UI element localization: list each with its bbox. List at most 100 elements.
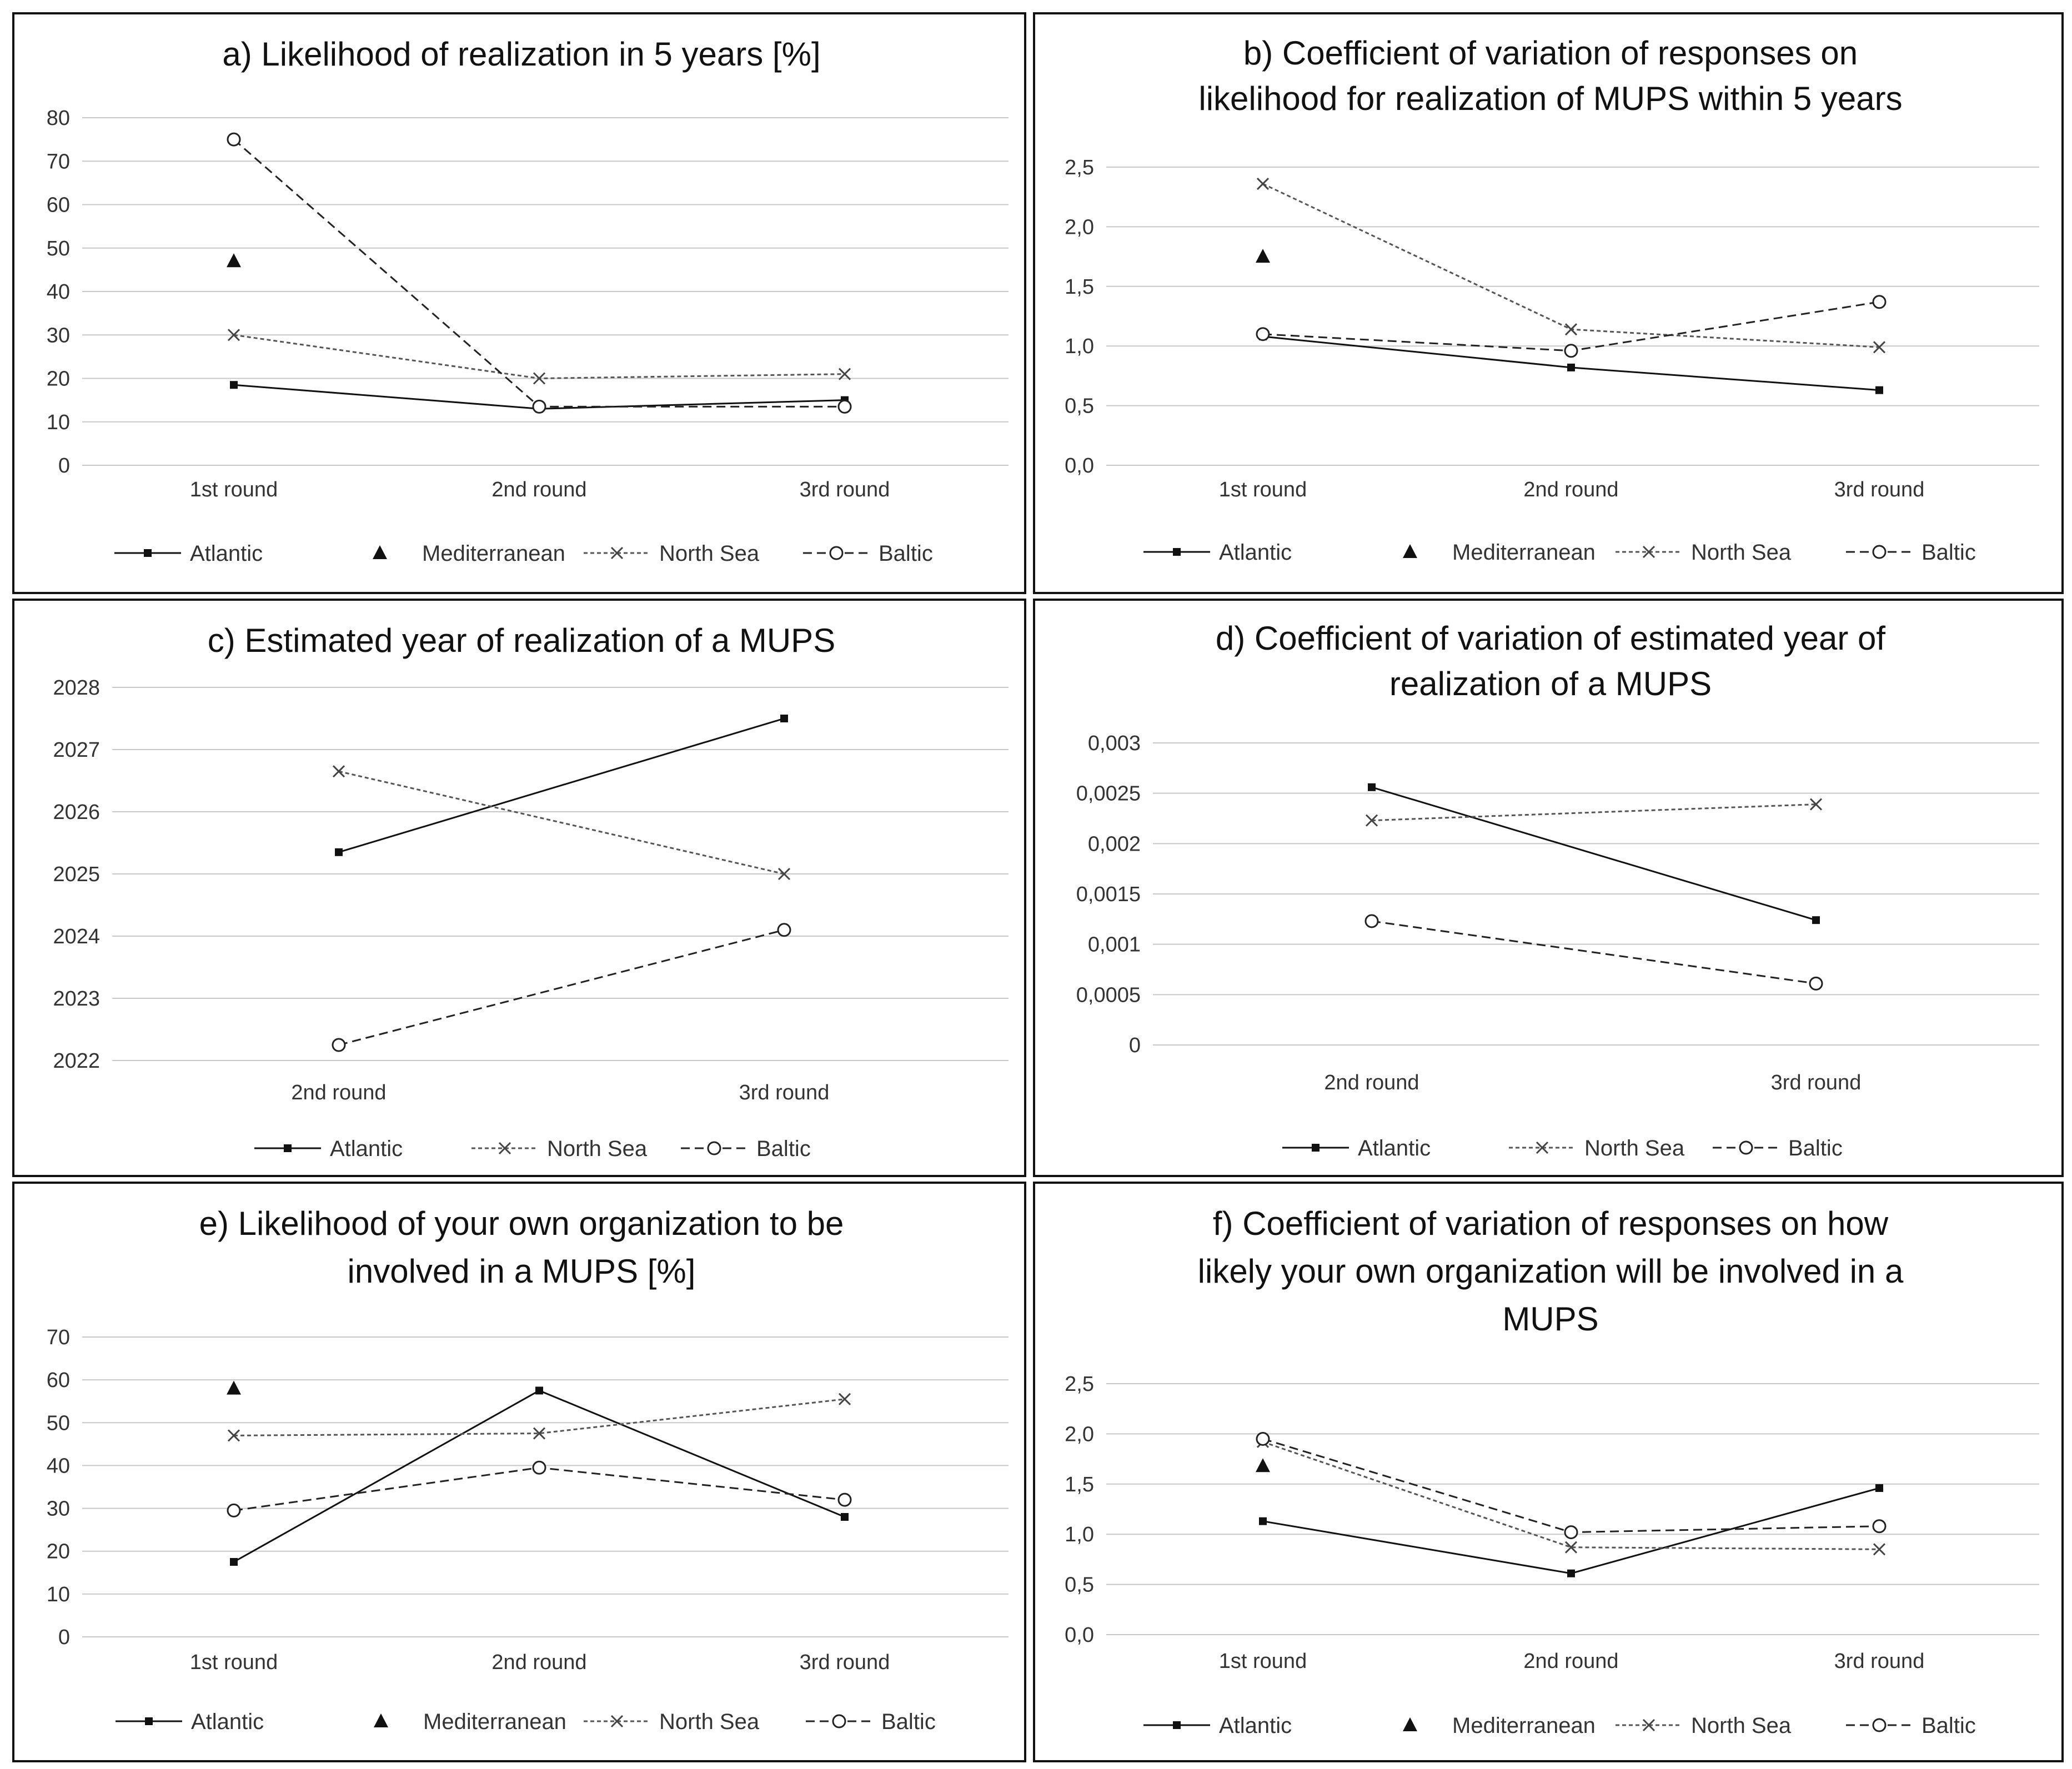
series-line [338,717,785,853]
data-point-baltic [227,132,241,147]
series-mediterranean [227,1380,241,1395]
x-tick-label: 1st round [190,1651,278,1674]
x-tick-label: 2nd round [1523,478,1618,501]
data-point-atlantic [780,715,788,722]
chart-svg: e) Likelihood of your own organization t… [47,1205,1009,1734]
x-tick-label: 2nd round [491,1651,586,1674]
legend-item-northsea: North Sea [1509,1136,1685,1160]
data-point-baltic [1256,1431,1270,1446]
data-point-baltic [532,399,546,414]
x-tick-label: 2nd round [491,478,586,501]
x-tick-label: 2nd round [291,1081,386,1104]
chart-svg: f) Coefficient of variation of responses… [1065,1205,2039,1738]
series-mediterranean [227,253,241,268]
legend-item-atlantic: Atlantic [116,1710,264,1734]
legend-label: North Sea [659,1710,760,1734]
legend-item-baltic: Baltic [803,541,933,566]
chart-panel-f: f) Coefficient of variation of responses… [1033,1182,2064,1762]
y-tick-label: 1,0 [1065,335,1094,358]
y-tick-label: 0,002 [1088,832,1141,856]
data-point-baltic [1872,1519,1887,1534]
series-line [1262,301,1880,352]
legend-marker-atlantic [144,549,152,557]
legend-item-mediterranean: Mediterranean [1403,1713,1596,1738]
data-point-atlantic [1259,1517,1267,1525]
chart-svg: a) Likelihood of realization in 5 years … [47,36,1009,566]
data-point-baltic [227,1503,241,1517]
y-tick-label: 0,001 [1088,933,1141,957]
data-point-northsea [1873,341,1886,354]
data-point-atlantic [841,1513,849,1521]
chart-svg: d) Coefficient of variation of estimated… [1076,620,2039,1160]
series-northsea [332,765,791,881]
x-tick-label: 1st round [1219,478,1307,501]
legend-marker-northsea [1536,1141,1549,1154]
data-point-northsea [1873,1543,1886,1556]
series-mediterranean [1256,1458,1270,1473]
data-point-mediterranean [1256,249,1270,263]
legend-marker-atlantic [145,1717,153,1725]
legend-label: Baltic [1922,540,1976,565]
legend-label: Mediterranean [423,1710,566,1734]
y-tick-label: 70 [47,1326,70,1349]
series-atlantic [335,715,788,856]
chart-title: MUPS [1502,1300,1598,1338]
chart-title: e) Likelihood of your own organization t… [199,1205,844,1242]
legend-label: Atlantic [1358,1136,1431,1160]
legend-marker-baltic [1872,1718,1887,1732]
legend-label: Atlantic [190,541,263,566]
legend-item-northsea: North Sea [1616,1713,1792,1738]
y-tick-label: 2,5 [1065,1373,1094,1396]
series-atlantic [1368,783,1820,924]
legend-label: Baltic [881,1710,936,1734]
legend-item-baltic: Baltic [681,1137,811,1161]
series-baltic [1256,295,1887,358]
data-point-atlantic [1875,1484,1883,1492]
y-tick-label: 70 [47,150,70,173]
data-point-baltic [777,923,791,937]
series-line [233,334,845,380]
y-tick-label: 60 [47,194,70,217]
series-northsea [1365,798,1823,827]
legend-label: North Sea [547,1137,648,1161]
x-tick-label: 3rd round [1834,478,1925,501]
series-line [233,1398,845,1436]
chart-title: c) Estimated year of realization of a MU… [208,622,835,659]
data-point-northsea [838,368,851,380]
data-point-northsea [227,329,240,341]
legend-marker-northsea [610,1715,624,1728]
data-point-northsea [332,765,345,778]
legend-marker-northsea [1642,1718,1655,1732]
legend-label: Baltic [756,1137,811,1161]
x-tick-label: 3rd round [800,478,890,501]
y-tick-label: 0,003 [1088,732,1141,755]
x-tick-label: 3rd round [800,1651,890,1674]
legend-label: Atlantic [330,1137,403,1161]
data-point-atlantic [1368,783,1376,791]
data-point-atlantic [535,1386,543,1395]
y-tick-label: 60 [47,1369,70,1392]
x-tick-label: 1st round [1219,1650,1307,1673]
chart-panel-d: d) Coefficient of variation of estimated… [1033,599,2064,1177]
y-tick-label: 0,0005 [1076,983,1141,1007]
y-tick-label: 10 [47,1583,70,1606]
legend-label: Baltic [1922,1713,1976,1738]
y-tick-label: 0,0025 [1076,782,1141,806]
chart-title: likely your own organization will be inv… [1198,1253,1904,1290]
legend-marker-mediterranean [374,1713,388,1727]
series-line [338,770,785,875]
series-line [338,929,785,1046]
legend-label: Mediterranean [1452,1713,1596,1738]
y-tick-label: 0,0015 [1076,883,1141,906]
y-tick-label: 2023 [53,987,100,1011]
data-point-northsea [1809,798,1823,811]
y-tick-label: 0,5 [1065,1574,1094,1597]
y-tick-label: 1,5 [1065,275,1094,299]
legend-label: North Sea [1691,1713,1792,1738]
series-line [1262,1441,1880,1550]
data-point-atlantic [1567,1569,1575,1577]
legend-marker-mediterranean [373,545,387,559]
data-point-northsea [1256,178,1270,190]
legend-marker-mediterranean [1403,544,1417,558]
series-mediterranean [1256,249,1270,263]
